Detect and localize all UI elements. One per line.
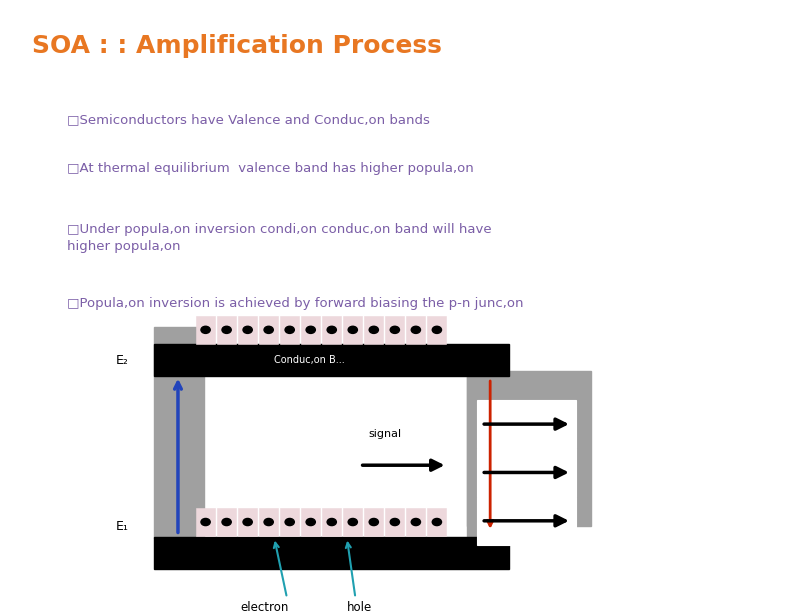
Circle shape [390,326,399,334]
Text: Conduc,on B...: Conduc,on B... [274,355,345,365]
Bar [238,508,257,536]
Text: □Popula,on inversion is achieved by forward biasing the p-n junc,on: □Popula,on inversion is achieved by forw… [67,297,524,310]
Text: SOA : : Amplification Process: SOA : : Amplification Process [32,34,442,58]
Circle shape [243,518,253,526]
Bar [478,400,576,448]
Circle shape [222,326,231,334]
Text: □At thermal equilibrium  valence band has higher popula,on: □At thermal equilibrium valence band has… [67,162,474,175]
Bar [406,508,425,536]
Bar [322,316,341,344]
Bar [154,345,509,376]
Bar [322,508,341,536]
Text: electron: electron [240,600,288,612]
Bar [386,316,404,344]
Bar [364,316,383,344]
Bar [217,508,236,536]
Bar [343,508,362,536]
Text: signal: signal [368,428,402,439]
Circle shape [432,326,441,334]
Bar [280,316,299,344]
Circle shape [369,518,379,526]
Bar [478,496,576,545]
Bar [466,376,514,538]
Bar [154,327,204,538]
Text: hole: hole [347,600,372,612]
Bar [364,508,383,536]
Circle shape [285,326,295,334]
Bar [406,316,425,344]
Circle shape [306,518,315,526]
Bar [478,448,576,496]
Circle shape [243,326,253,334]
Bar [343,316,362,344]
Text: □Semiconductors have Valence and Conduc,on bands: □Semiconductors have Valence and Conduc,… [67,113,430,126]
Circle shape [201,326,210,334]
Circle shape [327,518,337,526]
Text: E₂: E₂ [116,354,129,367]
Text: E₁: E₁ [116,520,129,533]
Circle shape [390,518,399,526]
Bar [386,508,404,536]
Bar [280,508,299,536]
Bar [351,444,451,487]
Circle shape [369,326,379,334]
Circle shape [432,518,441,526]
Text: □Under popula,on inversion condi,on conduc,on band will have
higher popula,on: □Under popula,on inversion condi,on cond… [67,223,492,253]
Circle shape [411,326,421,334]
Circle shape [222,518,231,526]
Circle shape [348,518,357,526]
Circle shape [264,518,273,526]
Circle shape [327,326,337,334]
Bar [259,508,278,536]
Circle shape [264,326,273,334]
Bar [428,316,447,344]
Circle shape [201,518,210,526]
Bar [196,508,215,536]
Bar [428,508,447,536]
Circle shape [285,518,295,526]
Bar [259,316,278,344]
Bar [217,316,236,344]
Bar [154,537,509,569]
Circle shape [306,326,315,334]
Bar [301,508,320,536]
Bar [301,316,320,344]
Bar [466,371,591,526]
Bar [196,316,215,344]
Bar [238,316,257,344]
Circle shape [348,326,357,334]
Circle shape [411,518,421,526]
